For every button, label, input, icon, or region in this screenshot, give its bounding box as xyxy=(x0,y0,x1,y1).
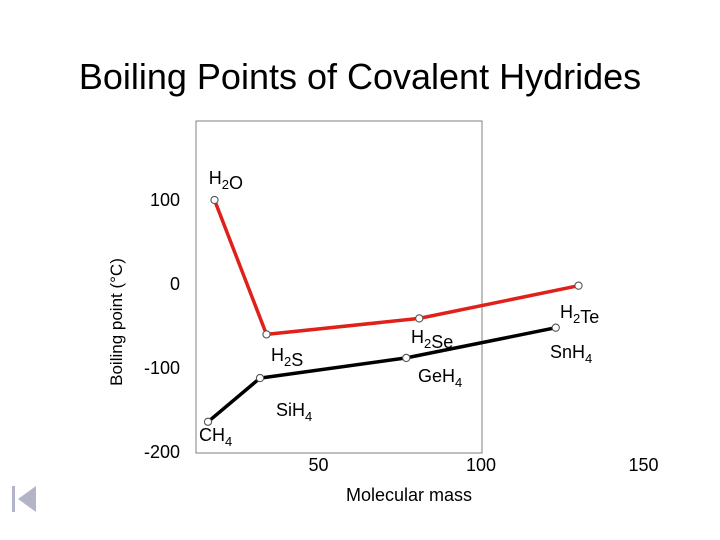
data-point-label: H2Te xyxy=(560,302,599,327)
data-point-label: GeH4 xyxy=(418,366,462,390)
x-axis-label: Molecular mass xyxy=(346,485,472,505)
data-point-label: SnH4 xyxy=(550,342,592,366)
x-tick-label: 50 xyxy=(308,455,328,475)
series-layer xyxy=(203,195,583,426)
x-tick-label: 100 xyxy=(466,455,496,475)
x-tick-labels: 50 100 150 xyxy=(308,455,658,475)
data-point-marker xyxy=(210,195,219,205)
data-point-marker xyxy=(415,314,424,323)
y-tick-label: 100 xyxy=(150,190,180,210)
data-point-marker xyxy=(574,281,583,290)
series-line xyxy=(212,199,579,337)
point-labels: H2O H2S H2Se H2Te CH4 SiH4 GeH4 SnH4 xyxy=(199,168,599,449)
slide-title: Boiling Points of Covalent Hydrides xyxy=(78,56,642,97)
previous-slide-icon[interactable] xyxy=(6,484,40,514)
data-point-marker xyxy=(551,323,560,332)
y-tick-label: -200 xyxy=(144,442,180,462)
data-point-marker xyxy=(402,353,411,363)
y-tick-labels: 100 0 -100 -200 xyxy=(144,190,180,462)
y-axis-label: Boiling point (°C) xyxy=(107,258,126,386)
data-point-label: H2Se xyxy=(411,327,453,352)
data-point-label: H2S xyxy=(271,345,303,370)
data-point-label: CH4 xyxy=(199,425,232,449)
x-tick-label: 150 xyxy=(628,455,658,475)
data-point-label: H2O xyxy=(209,168,243,193)
data-point-label: SiH4 xyxy=(276,400,312,424)
data-point-marker xyxy=(203,417,213,426)
series-line xyxy=(206,325,557,424)
plot-area xyxy=(195,120,483,454)
y-tick-label: 0 xyxy=(170,274,180,294)
data-point-marker xyxy=(255,373,265,383)
y-tick-label: -100 xyxy=(144,358,180,378)
data-point-marker xyxy=(262,330,271,339)
